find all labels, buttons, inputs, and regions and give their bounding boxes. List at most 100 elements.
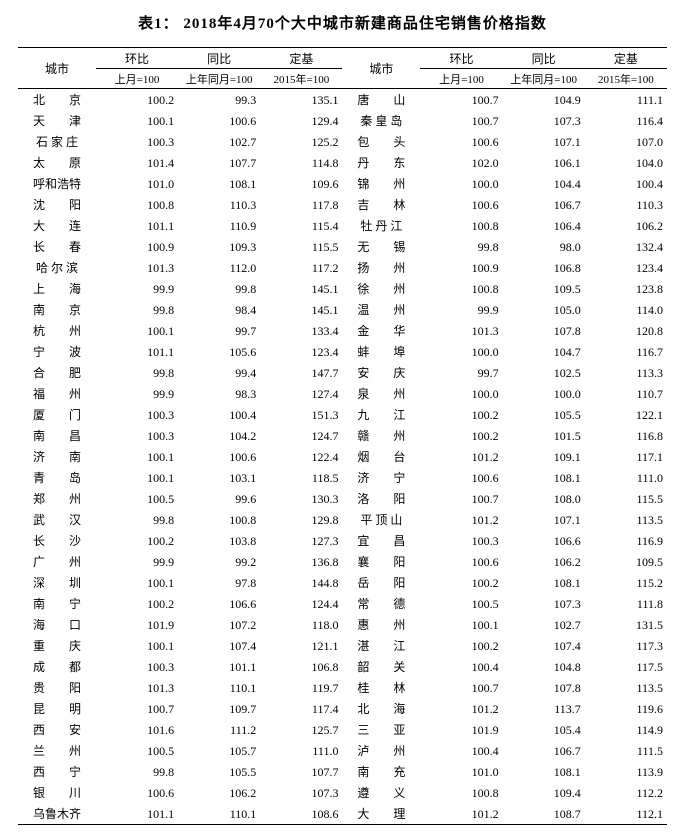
yoy-value: 108.1 [503,761,585,782]
city-name: 贵 阳 [18,677,96,698]
city-name: 济 南 [18,446,96,467]
table-row: 沈 阳100.8110.3117.8吉 林100.6106.7110.3 [18,194,667,215]
city-name: 广 州 [18,551,96,572]
mom-value: 101.0 [420,761,502,782]
yoy-value: 101.5 [503,425,585,446]
base-value: 111.1 [585,89,667,111]
mom-value: 100.8 [96,194,178,215]
city-name: 宁 波 [18,341,96,362]
base-value: 110.7 [585,383,667,404]
yoy-value: 103.1 [178,467,260,488]
mom-value: 101.3 [420,320,502,341]
mom-value: 101.3 [96,257,178,278]
yoy-value: 106.2 [503,551,585,572]
yoy-value: 111.2 [178,719,260,740]
yoy-value: 105.0 [503,299,585,320]
yoy-value: 107.7 [178,152,260,173]
yoy-value: 107.4 [503,635,585,656]
mom-value: 101.3 [96,677,178,698]
city-name: 厦 门 [18,404,96,425]
city-name: 岳 阳 [342,572,420,593]
base-value: 123.4 [585,257,667,278]
base-value: 107.7 [260,761,342,782]
table-row: 乌鲁木齐101.1110.1108.6大 理101.2108.7112.1 [18,803,667,825]
header-yoy-sub-left: 上年同月=100 [178,69,260,89]
yoy-value: 104.4 [503,173,585,194]
city-name: 哈 尔 滨 [18,257,96,278]
base-value: 127.4 [260,383,342,404]
base-value: 113.3 [585,362,667,383]
base-value: 115.2 [585,572,667,593]
yoy-value: 100.6 [178,446,260,467]
base-value: 106.8 [260,656,342,677]
mom-value: 100.1 [96,467,178,488]
table-row: 重 庆100.1107.4121.1湛 江100.2107.4117.3 [18,635,667,656]
yoy-value: 107.3 [503,593,585,614]
city-name: 济 宁 [342,467,420,488]
base-value: 124.4 [260,593,342,614]
base-value: 122.4 [260,446,342,467]
table-row: 太 原101.4107.7114.8丹 东102.0106.1104.0 [18,152,667,173]
yoy-value: 113.7 [503,698,585,719]
header-yoy-right: 同比 [503,48,585,69]
yoy-value: 103.8 [178,530,260,551]
table-row: 深 圳100.197.8144.8岳 阳100.2108.1115.2 [18,572,667,593]
yoy-value: 106.8 [503,257,585,278]
base-value: 118.0 [260,614,342,635]
city-name: 合 肥 [18,362,96,383]
base-value: 114.8 [260,152,342,173]
yoy-value: 110.1 [178,803,260,825]
base-value: 109.5 [585,551,667,572]
base-value: 117.3 [585,635,667,656]
base-value: 113.5 [585,509,667,530]
city-name: 郑 州 [18,488,96,509]
base-value: 145.1 [260,278,342,299]
city-name: 成 都 [18,656,96,677]
mom-value: 99.8 [96,362,178,383]
header-mom-sub-left: 上月=100 [96,69,178,89]
header-base-sub-left: 2015年=100 [260,69,342,89]
base-value: 127.3 [260,530,342,551]
city-name: 长 沙 [18,530,96,551]
city-name: 北 海 [342,698,420,719]
base-value: 104.0 [585,152,667,173]
base-value: 111.5 [585,740,667,761]
mom-value: 99.9 [96,278,178,299]
yoy-value: 105.5 [503,404,585,425]
header-base-right: 定基 [585,48,667,69]
base-value: 132.4 [585,236,667,257]
mom-value: 101.2 [420,803,502,825]
city-name: 九 江 [342,404,420,425]
table-row: 大 连101.1110.9115.4牡 丹 江100.8106.4106.2 [18,215,667,236]
mom-value: 100.6 [420,194,502,215]
mom-value: 100.3 [96,656,178,677]
header-yoy-left: 同比 [178,48,260,69]
city-name: 吉 林 [342,194,420,215]
base-value: 129.8 [260,509,342,530]
mom-value: 99.8 [420,236,502,257]
yoy-value: 108.1 [178,173,260,194]
city-name: 无 锡 [342,236,420,257]
base-value: 117.4 [260,698,342,719]
base-value: 109.6 [260,173,342,194]
base-value: 120.8 [585,320,667,341]
city-name: 锦 州 [342,173,420,194]
city-name: 重 庆 [18,635,96,656]
city-name: 惠 州 [342,614,420,635]
mom-value: 100.6 [420,467,502,488]
mom-value: 100.6 [96,782,178,803]
yoy-value: 109.3 [178,236,260,257]
yoy-value: 99.8 [178,278,260,299]
base-value: 117.2 [260,257,342,278]
base-value: 133.4 [260,320,342,341]
header-city-left: 城市 [18,48,96,89]
base-value: 107.0 [585,131,667,152]
table-row: 长 春100.9109.3115.5无 锡99.898.0132.4 [18,236,667,257]
city-name: 福 州 [18,383,96,404]
mom-value: 101.1 [96,215,178,236]
yoy-value: 107.1 [503,131,585,152]
mom-value: 100.8 [420,782,502,803]
city-name: 天 津 [18,110,96,131]
yoy-value: 102.5 [503,362,585,383]
table-row: 广 州99.999.2136.8襄 阳100.6106.2109.5 [18,551,667,572]
